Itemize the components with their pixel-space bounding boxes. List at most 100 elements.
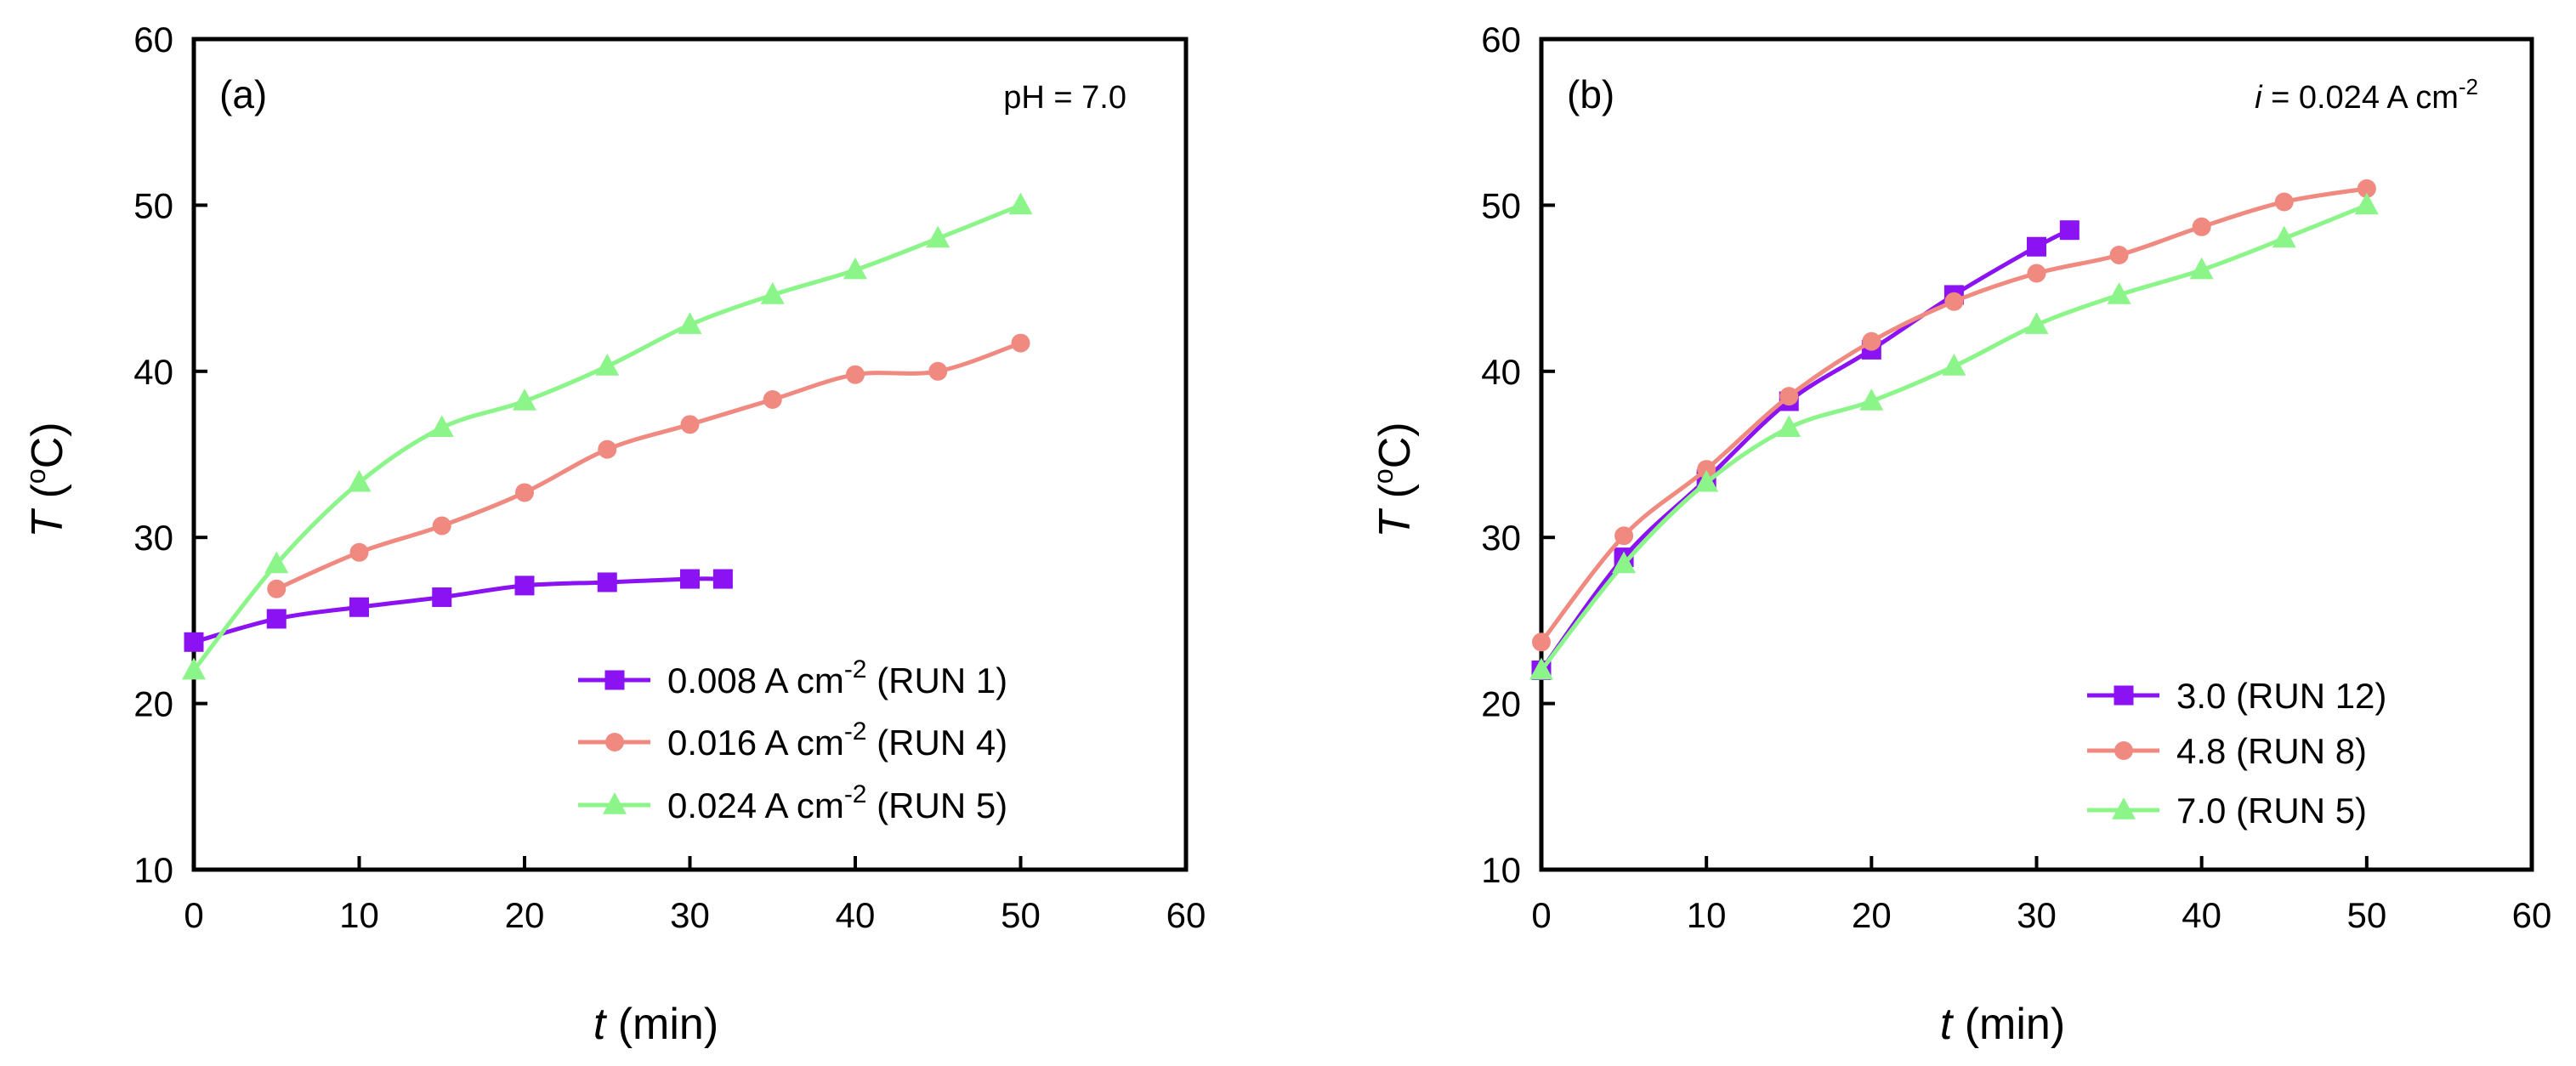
y-tick-label: 10 <box>133 850 173 890</box>
data-point-triangle <box>1942 354 1966 376</box>
data-point-triangle <box>2024 312 2049 334</box>
legend-marker-circle <box>2114 741 2133 760</box>
data-point-triangle <box>1529 657 1553 680</box>
data-point-square <box>2059 220 2080 241</box>
series-circle <box>1532 179 2376 652</box>
data-point-triangle <box>513 388 536 411</box>
data-point-triangle <box>2272 225 2296 248</box>
series-triangle <box>182 192 1033 680</box>
y-tick-label: 30 <box>1481 518 1521 558</box>
y-tick-label: 60 <box>1481 20 1521 60</box>
series-square <box>1531 220 2080 681</box>
data-point-circle <box>1944 292 1964 311</box>
data-point-circle <box>598 439 617 459</box>
x-tick-label: 50 <box>1001 895 1041 935</box>
y-tick-label: 20 <box>1481 684 1521 724</box>
data-point-circle <box>349 542 369 562</box>
data-point-triangle <box>2354 192 2379 215</box>
legend-label: 0.016 A cm-2 (RUN 4) <box>667 717 1007 763</box>
data-point-triangle <box>1008 192 1033 215</box>
data-point-square <box>712 569 733 589</box>
data-point-circle <box>515 483 534 502</box>
legend-label: 3.0 (RUN 12) <box>2176 676 2386 716</box>
data-point-triangle <box>182 657 206 680</box>
chart-panel-a: 0 10 20 30 40 50 60 10 20 30 40 50 60 t (min) T (oC) (a… <box>20 20 1206 1049</box>
annotation-text: i = 0.024 A cm-2 <box>2255 74 2478 116</box>
annotation-text: pH = 7.0 <box>1003 80 1126 116</box>
data-point-circle <box>680 415 700 434</box>
legend-marker-square <box>604 670 625 690</box>
x-tick-label: 20 <box>1852 895 1892 935</box>
y-tick-label: 40 <box>1481 352 1521 392</box>
data-point-triangle <box>429 415 454 438</box>
x-tick-label: 30 <box>2017 895 2057 935</box>
data-point-triangle <box>1777 415 1801 438</box>
data-point-square <box>597 572 617 593</box>
series-line <box>1540 203 2368 672</box>
data-point-circle <box>928 361 948 381</box>
data-point-triangle <box>2107 282 2131 304</box>
data-point-triangle <box>926 225 950 248</box>
series-circle <box>267 333 1030 598</box>
legend-label: 0.024 A cm-2 (RUN 5) <box>667 780 1007 825</box>
series-line <box>1540 186 2368 644</box>
data-point-circle <box>1862 332 1881 351</box>
data-point-triangle <box>347 469 372 492</box>
x-tick-label: 40 <box>836 895 876 935</box>
data-point-circle <box>763 390 782 410</box>
data-point-triangle <box>264 551 289 574</box>
series-square <box>184 569 733 652</box>
data-point-circle <box>1011 333 1030 353</box>
y-tick-label: 50 <box>133 185 173 225</box>
panel-label: (a) <box>219 72 267 116</box>
data-point-triangle <box>595 354 620 376</box>
data-point-circle <box>2274 192 2294 212</box>
plot-frame <box>1539 37 2534 872</box>
data-point-triangle <box>760 282 785 304</box>
data-point-triangle <box>1694 469 1719 492</box>
data-point-square <box>680 569 700 589</box>
y-tick-label: 10 <box>1481 850 1521 890</box>
legend-marker-square <box>2114 685 2134 706</box>
x-tick-label: 40 <box>2182 895 2221 935</box>
data-point-square <box>2027 236 2046 257</box>
x-tick-label: 60 <box>1166 895 1206 935</box>
x-tick-label: 50 <box>2346 895 2386 935</box>
data-point-triangle <box>678 312 702 334</box>
data-point-circle <box>1614 526 1634 546</box>
x-tick-label: 10 <box>1687 895 1727 935</box>
y-tick-label: 60 <box>133 20 173 60</box>
y-tick-label: 50 <box>1481 185 1521 225</box>
y-tick-label: 20 <box>133 684 173 724</box>
data-point-circle <box>2027 264 2046 283</box>
legend-marker-triangle <box>603 792 627 814</box>
legend-label: 0.008 A cm-2 (RUN 1) <box>667 655 1007 700</box>
series-line <box>192 203 1022 672</box>
x-axis-label: t (min) <box>1940 1000 2065 1049</box>
data-point-square <box>514 576 535 596</box>
data-point-circle <box>1532 632 1551 652</box>
data-point-square <box>184 632 204 652</box>
series-triangle <box>1529 192 2379 680</box>
x-tick-label: 60 <box>2512 895 2552 935</box>
data-point-triangle <box>2189 257 2214 280</box>
series-line <box>275 341 1022 592</box>
data-point-triangle <box>1612 551 1637 574</box>
y-axis-label: T (oC) <box>1368 422 1420 537</box>
x-tick-label: 0 <box>184 895 203 935</box>
x-tick-label: 0 <box>1531 895 1551 935</box>
data-point-circle <box>2357 179 2376 198</box>
legend: 0.008 A cm-2 (RUN 1) 0.016 A cm-2 (RUN 4)… <box>578 655 1007 825</box>
legend-marker-circle <box>605 733 624 751</box>
data-point-square <box>349 597 369 617</box>
data-point-triangle <box>843 257 867 280</box>
data-point-square <box>432 587 452 608</box>
data-point-circle <box>1779 387 1799 406</box>
legend-label: 7.0 (RUN 5) <box>2176 791 2367 831</box>
data-point-square <box>266 609 287 629</box>
x-axis-label: t (min) <box>593 1000 718 1049</box>
y-tick-label: 30 <box>133 518 173 558</box>
y-tick-label: 40 <box>133 352 173 392</box>
